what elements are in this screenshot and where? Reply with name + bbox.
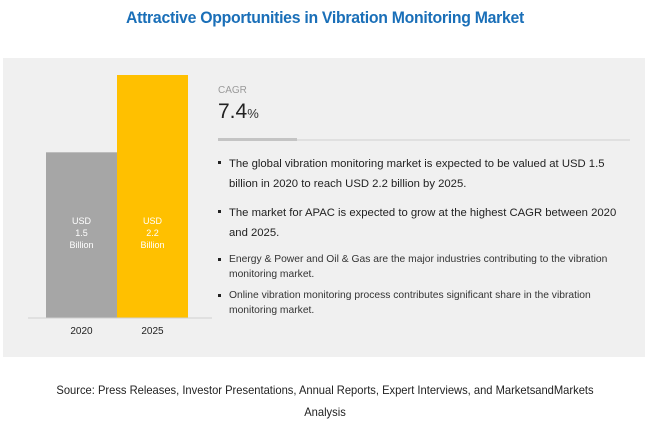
chart-title: Attractive Opportunities in Vibration Mo… [125, 8, 525, 27]
bullet-point: Online vibration monitoring process cont… [218, 288, 628, 318]
cagr-unit: % [247, 106, 259, 121]
bar-data-label: 1.5 [75, 228, 88, 238]
bar-data-label: USD [143, 216, 163, 226]
x-tick-label: 2025 [141, 326, 164, 337]
bar-data-label: Billion [69, 240, 93, 250]
source-note: Source: Press Releases, Investor Present… [56, 383, 594, 419]
x-tick-label: 2020 [70, 326, 93, 337]
bar-2025 [117, 75, 188, 318]
bar-data-label: 2.2 [146, 228, 159, 238]
cagr-number: 7.4 [218, 100, 248, 123]
key-points-list: The global vibration monitoring market i… [218, 154, 628, 324]
bar-2020 [46, 152, 117, 318]
bullet-point: Energy & Power and Oil & Gas are the maj… [218, 252, 628, 282]
cagr-label: CAGR [218, 85, 247, 96]
bar-data-label: Billion [140, 240, 164, 250]
bar-data-label: USD [72, 216, 92, 226]
cagr-value: 7.4% [218, 100, 259, 124]
bullet-point: The market for APAC is expected to grow … [218, 203, 628, 243]
cagr-divider-accent [218, 138, 297, 141]
bullet-point: The global vibration monitoring market i… [218, 154, 628, 194]
